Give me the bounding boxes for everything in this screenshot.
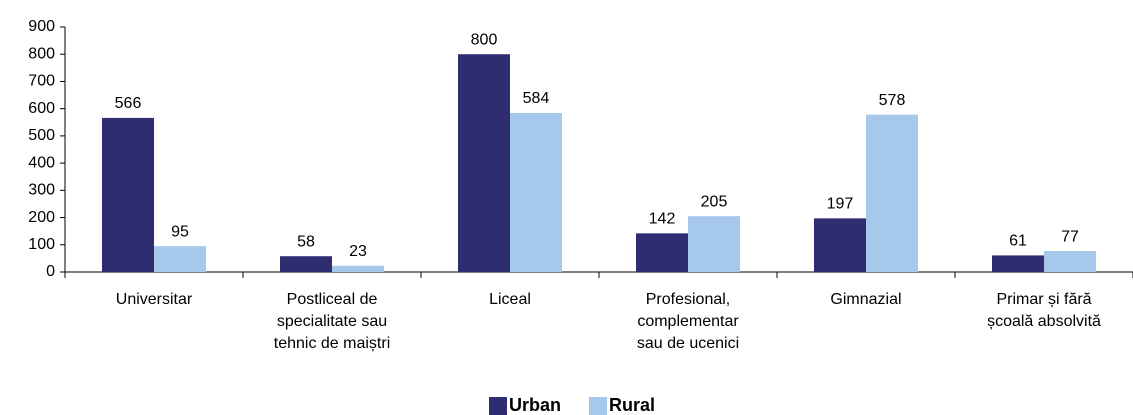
bar (332, 265, 384, 272)
legend-label: Urban (509, 395, 561, 415)
value-label: 23 (349, 243, 367, 260)
legend-swatch (489, 397, 507, 415)
y-tick-label: 800 (28, 45, 55, 62)
value-label: 584 (523, 90, 550, 107)
value-label: 197 (827, 196, 854, 213)
value-label: 95 (171, 223, 189, 240)
value-label: 61 (1009, 233, 1027, 250)
bar (154, 246, 206, 272)
x-tick-label: Liceal (489, 291, 531, 308)
bar (280, 256, 332, 272)
bar (688, 216, 740, 272)
y-tick-label: 200 (28, 209, 55, 226)
y-tick-label: 600 (28, 100, 55, 117)
value-label: 800 (471, 31, 498, 48)
x-tick-label: Universitar (116, 291, 193, 308)
value-label: 566 (115, 95, 142, 112)
bar (102, 117, 154, 272)
y-tick-label: 900 (28, 18, 55, 35)
legend-label: Rural (609, 395, 655, 415)
value-label: 205 (701, 193, 728, 210)
y-tick-label: 400 (28, 154, 55, 171)
x-tick-label: Primar și fără (996, 291, 1091, 308)
bar (510, 113, 562, 273)
bar (992, 255, 1044, 272)
value-label: 77 (1061, 228, 1079, 245)
bar (1044, 251, 1096, 272)
value-label: 58 (297, 233, 315, 250)
bar (814, 218, 866, 272)
x-tick-label: școală absolvită (987, 313, 1101, 330)
value-label: 578 (879, 92, 906, 109)
y-tick-label: 500 (28, 127, 55, 144)
bar (636, 233, 688, 272)
y-tick-label: 0 (46, 263, 55, 280)
y-tick-label: 300 (28, 182, 55, 199)
value-label: 142 (649, 211, 676, 228)
x-tick-label: specialitate sau (277, 313, 387, 330)
y-tick-label: 700 (28, 73, 55, 90)
bar (866, 114, 918, 273)
x-tick-label: Gimnazial (830, 291, 901, 308)
x-tick-label: Postliceal de (287, 291, 378, 308)
x-tick-label: sau de ucenici (637, 335, 739, 352)
x-tick-label: tehnic de maiștri (274, 335, 391, 352)
x-tick-label: Profesional, (646, 291, 731, 308)
y-tick-label: 100 (28, 236, 55, 253)
legend-swatch (589, 397, 607, 415)
bar (458, 54, 510, 272)
x-tick-label: complementar (637, 313, 739, 330)
